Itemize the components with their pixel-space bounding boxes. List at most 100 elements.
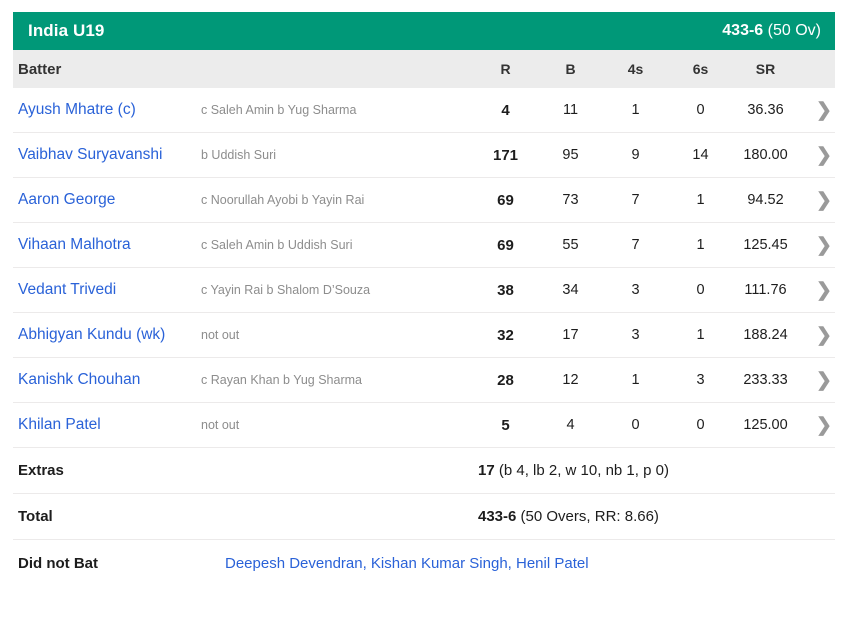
extras-label: Extras [18, 462, 64, 479]
column-header-strike-rate: SR [755, 61, 776, 77]
dismissal-text: not out [201, 418, 240, 432]
batter-rows: Ayush Mhatre (c) c Saleh Amin b Yug Shar… [13, 88, 835, 586]
cell-sixes: 14 [692, 147, 709, 163]
chevron-right-icon[interactable]: ❯ [816, 144, 832, 166]
innings-score: 433-6 (50 Ov) [722, 22, 821, 40]
cell-strike-rate: 233.33 [743, 372, 788, 388]
cell-balls: 95 [562, 147, 579, 163]
cell-runs: 28 [497, 371, 514, 389]
did-not-bat-row: Did not Bat Deepesh Devendran, Kishan Ku… [13, 540, 835, 586]
cell-strike-rate: 188.24 [743, 327, 788, 343]
dismissal-text: c Yayin Rai b Shalom D’Souza [201, 283, 371, 297]
cell-runs: 32 [497, 326, 514, 344]
cell-fours: 9 [631, 147, 640, 163]
table-header-row: Batter R B 4s 6s SR [13, 50, 835, 88]
chevron-right-icon[interactable]: ❯ [816, 234, 832, 256]
batter-name-link[interactable]: Kanishk Chouhan [18, 371, 141, 388]
batter-name-link[interactable]: Vaibhav Suryavanshi [18, 146, 163, 163]
column-header-fours: 4s [627, 61, 644, 77]
column-header-sixes: 6s [692, 61, 709, 77]
cell-runs: 171 [492, 146, 519, 164]
chevron-right-icon[interactable]: ❯ [816, 324, 832, 346]
cell-balls: 55 [562, 237, 579, 253]
total-label: Total [18, 508, 53, 525]
chevron-right-icon[interactable]: ❯ [816, 99, 832, 121]
batter-cell: Vaibhav Suryavanshi b Uddish Suri [13, 146, 473, 164]
dismissal-text: c Rayan Khan b Yug Sharma [201, 373, 362, 387]
batter-name-link[interactable]: Aaron George [18, 191, 116, 208]
cell-strike-rate: 36.36 [747, 102, 784, 118]
cell-runs: 38 [497, 281, 514, 299]
table-row[interactable]: Ayush Mhatre (c) c Saleh Amin b Yug Shar… [13, 88, 835, 133]
extras-value: 17 (b 4, lb 2, w 10, nb 1, p 0) [478, 462, 835, 479]
batter-name-link[interactable]: Ayush Mhatre (c) [18, 101, 136, 118]
batter-name-link[interactable]: Abhigyan Kundu (wk) [18, 326, 166, 343]
cell-balls: 12 [562, 372, 579, 388]
cell-sixes: 1 [696, 327, 705, 343]
chevron-right-icon[interactable]: ❯ [816, 279, 832, 301]
column-header-balls: B [565, 61, 576, 77]
cell-strike-rate: 94.52 [747, 192, 784, 208]
cell-strike-rate: 125.00 [743, 417, 788, 433]
dismissal-text: not out [201, 328, 240, 342]
batter-cell: Vihaan Malhotra c Saleh Amin b Uddish Su… [13, 236, 473, 254]
cell-balls: 11 [562, 102, 579, 118]
batter-name-link[interactable]: Vedant Trivedi [18, 281, 117, 298]
table-row[interactable]: Vedant Trivedi c Yayin Rai b Shalom D’So… [13, 268, 835, 313]
cell-sixes: 1 [696, 192, 705, 208]
cell-balls: 17 [562, 327, 579, 343]
batter-name-link[interactable]: Vihaan Malhotra [18, 236, 131, 253]
cell-sixes: 0 [696, 417, 705, 433]
cell-sixes: 0 [696, 102, 705, 118]
cell-balls: 73 [562, 192, 579, 208]
innings-score-overs: (50 Ov) [767, 22, 821, 39]
total-detail: (50 Overs, RR: 8.66) [520, 508, 659, 525]
cell-sixes: 1 [696, 237, 705, 253]
cell-balls: 4 [566, 417, 575, 433]
cell-fours: 3 [631, 282, 640, 298]
column-header-batter: Batter [18, 60, 62, 78]
table-row[interactable]: Vihaan Malhotra c Saleh Amin b Uddish Su… [13, 223, 835, 268]
chevron-right-icon[interactable]: ❯ [816, 414, 832, 436]
table-row[interactable]: Khilan Patel not out 5 4 0 0 125.00 ❯ [13, 403, 835, 448]
table-row[interactable]: Kanishk Chouhan c Rayan Khan b Yug Sharm… [13, 358, 835, 403]
extras-total: 17 [478, 462, 495, 479]
cell-fours: 1 [631, 372, 640, 388]
cell-fours: 3 [631, 327, 640, 343]
batter-cell: Aaron George c Noorullah Ayobi b Yayin R… [13, 191, 473, 209]
column-header-runs: R [500, 61, 511, 77]
dismissal-text: c Saleh Amin b Uddish Suri [201, 238, 353, 252]
batter-cell: Kanishk Chouhan c Rayan Khan b Yug Sharm… [13, 371, 473, 389]
dismissal-text: c Noorullah Ayobi b Yayin Rai [201, 193, 365, 207]
table-row[interactable]: Abhigyan Kundu (wk) not out 32 17 3 1 18… [13, 313, 835, 358]
batter-cell: Ayush Mhatre (c) c Saleh Amin b Yug Shar… [13, 101, 473, 119]
innings-score-runs: 433-6 [722, 22, 764, 39]
chevron-right-icon[interactable]: ❯ [816, 369, 832, 391]
cell-runs: 69 [497, 236, 514, 254]
table-row[interactable]: Aaron George c Noorullah Ayobi b Yayin R… [13, 178, 835, 223]
cell-sixes: 3 [696, 372, 705, 388]
dismissal-text: b Uddish Suri [201, 148, 277, 162]
cell-runs: 5 [501, 416, 510, 434]
did-not-bat-players[interactable]: Deepesh Devendran, Kishan Kumar Singh, H… [225, 554, 589, 572]
extras-breakdown: (b 4, lb 2, w 10, nb 1, p 0) [498, 462, 669, 479]
batter-name-link[interactable]: Khilan Patel [18, 416, 101, 433]
innings-scorecard: India U19 433-6 (50 Ov) Batter R B 4s 6s… [13, 12, 835, 586]
cell-runs: 4 [501, 101, 510, 119]
dismissal-text: c Saleh Amin b Yug Sharma [201, 103, 357, 117]
did-not-bat-label: Did not Bat [18, 554, 98, 572]
innings-header: India U19 433-6 (50 Ov) [13, 12, 835, 50]
table-row[interactable]: Vaibhav Suryavanshi b Uddish Suri 171 95… [13, 133, 835, 178]
chevron-right-icon[interactable]: ❯ [816, 189, 832, 211]
cell-fours: 0 [631, 417, 640, 433]
cell-fours: 1 [631, 102, 640, 118]
cell-runs: 69 [497, 191, 514, 209]
team-name: India U19 [28, 21, 105, 40]
cell-strike-rate: 180.00 [743, 147, 788, 163]
cell-balls: 34 [562, 282, 579, 298]
cell-fours: 7 [631, 237, 640, 253]
batter-cell: Khilan Patel not out [13, 416, 473, 434]
batter-cell: Abhigyan Kundu (wk) not out [13, 326, 473, 344]
total-value: 433-6 (50 Overs, RR: 8.66) [478, 508, 835, 525]
extras-row: Extras 17 (b 4, lb 2, w 10, nb 1, p 0) [13, 448, 835, 494]
